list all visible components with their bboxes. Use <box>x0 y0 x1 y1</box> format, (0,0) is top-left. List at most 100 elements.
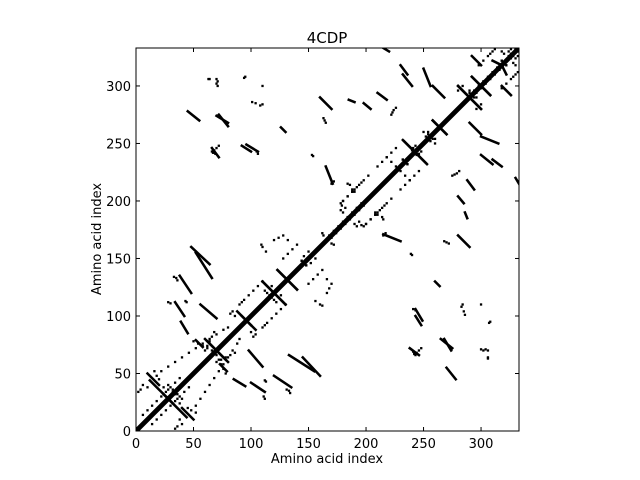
contact-dot-159-mirror <box>270 284 273 288</box>
contact-dot-160-mirror <box>215 360 218 364</box>
contact-dot-184 <box>378 209 381 212</box>
contact-dot-153-mirror <box>275 312 278 315</box>
x-axis: 0 50 100 150 200 250 300 <box>132 48 493 452</box>
contact-dot-85 <box>194 404 197 407</box>
contact-dot-134-mirror <box>475 107 478 111</box>
contact-segment-16 <box>173 300 187 318</box>
contact-dot-99 <box>344 222 347 226</box>
contact-dot-71-mirror <box>180 422 184 426</box>
contact-dot-138-mirror <box>472 89 476 92</box>
contact-dot-90 <box>217 370 220 373</box>
plot-frame <box>135 47 520 432</box>
contact-dot-1-mirror <box>489 320 492 323</box>
contact-dot-18-mirror <box>330 242 333 245</box>
contact-dot-14-mirror <box>412 350 415 353</box>
contact-dot-20-mirror <box>462 310 465 313</box>
y-axis-label: Amino acid index <box>90 183 105 295</box>
contact-segment-29-mirror <box>177 273 193 295</box>
contact-segment-19-mirror <box>463 210 469 220</box>
contact-dot-129 <box>482 59 485 62</box>
contact-dot-88-mirror <box>180 356 184 359</box>
contact-dot-145 <box>286 252 289 256</box>
contact-dot-157-mirror <box>268 294 271 297</box>
contact-dot-116 <box>422 130 425 134</box>
contact-dot-49 <box>265 321 269 325</box>
contact-dot-126-mirror <box>385 202 388 205</box>
contact-dot-115 <box>509 48 513 51</box>
contact-dot-88 <box>208 383 211 387</box>
contact-dot-80-mirror <box>164 390 168 394</box>
contact-dot-105-mirror <box>401 158 404 161</box>
contact-dot-63-mirror <box>264 250 268 253</box>
contact-segment-35-mirror <box>279 125 288 134</box>
contact-dot-96-mirror <box>328 234 331 237</box>
contact-dot-100 <box>348 218 352 221</box>
contact-dot-46-mirror <box>255 150 258 153</box>
contact-dot-130-mirror <box>509 77 513 81</box>
contact-dot-6 <box>176 279 179 282</box>
contact-dot-132 <box>491 50 494 53</box>
contact-segment-28 <box>180 406 196 422</box>
contact-segment-25 <box>439 337 455 350</box>
contact-dot-120 <box>272 238 276 242</box>
contact-dot-176 <box>403 174 407 177</box>
contact-segment-33 <box>465 178 476 192</box>
contact-segment-28-mirror <box>145 371 161 387</box>
contact-dot-73 <box>139 388 142 391</box>
contact-segment-31-mirror <box>500 63 509 77</box>
contact-segment-30-mirror <box>401 72 414 88</box>
contact-dot-14 <box>214 152 217 155</box>
contact-segment-4-mirror <box>275 268 299 292</box>
contact-segment-34 <box>499 84 513 97</box>
contact-dot-131-mirror <box>512 75 515 78</box>
contact-dot-150-mirror <box>302 255 306 258</box>
contact-dot-24 <box>340 204 344 207</box>
contact-dot-183-mirror <box>351 190 354 193</box>
contact-dot-119 <box>433 137 437 141</box>
contact-dot-43-mirror <box>215 77 218 81</box>
contact-dot-136 <box>468 89 471 92</box>
contact-segment-17 <box>324 164 335 186</box>
contact-dot-143-mirror <box>495 66 499 69</box>
contact-dot-171 <box>380 160 384 164</box>
contact-dot-108-mirror <box>507 54 510 58</box>
contact-dot-34 <box>415 153 418 157</box>
contact-dot-144-mirror <box>307 282 310 285</box>
contact-dot-78-mirror <box>155 399 158 403</box>
contact-dot-128 <box>477 64 480 67</box>
contact-dot-54 <box>445 241 448 244</box>
contact-segment-12 <box>232 377 248 388</box>
contact-dot-96 <box>330 236 333 239</box>
contact-dot-59 <box>458 169 461 173</box>
contact-dot-75 <box>150 422 154 426</box>
contact-dot-74 <box>137 390 140 394</box>
contact-dot-59-mirror <box>394 106 398 109</box>
contact-dot-100-mirror <box>346 215 349 219</box>
contact-dot-126 <box>362 179 365 182</box>
contact-dot-152-mirror <box>270 317 273 320</box>
contact-dot-167-mirror <box>201 344 204 348</box>
contact-dot-183 <box>374 213 377 216</box>
contact-dot-122-mirror <box>330 282 333 285</box>
contact-dot-128-mirror <box>500 87 503 90</box>
contact-dot-97 <box>334 232 338 235</box>
contact-segment-29 <box>272 374 294 390</box>
contact-dot-17-mirror <box>332 243 335 246</box>
contact-dot-65-mirror <box>186 406 189 410</box>
contact-dot-111-mirror <box>516 50 519 53</box>
contact-dot-174-mirror <box>417 169 421 173</box>
contact-dot-141-mirror <box>486 75 490 78</box>
contact-dot-175-mirror <box>394 165 398 168</box>
contact-dot-170-mirror <box>399 188 402 191</box>
contact-dot-21-mirror <box>460 305 463 308</box>
contact-dot-181-mirror <box>341 199 345 203</box>
contact-dot-71 <box>141 383 145 387</box>
contact-segment-24-mirror <box>185 109 202 123</box>
contact-dot-24-mirror <box>360 223 363 227</box>
contact-segment-5-mirror <box>402 139 429 166</box>
contact-dot-72-mirror <box>178 418 181 421</box>
contact-dot-91 <box>222 363 225 366</box>
contact-dot-119-mirror <box>426 130 430 134</box>
contact-dot-116-mirror <box>433 142 437 145</box>
contact-dot-53-mirror <box>324 121 327 124</box>
